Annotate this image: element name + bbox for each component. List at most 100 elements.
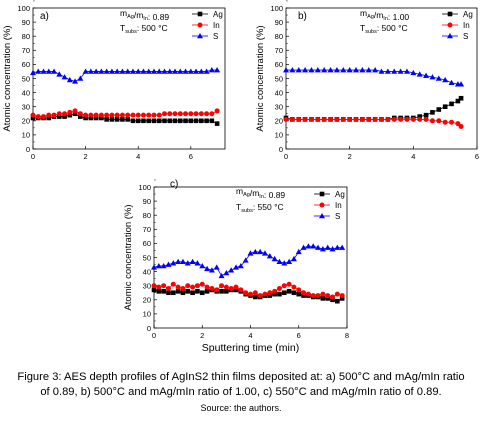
legend-marker-in: [447, 22, 453, 28]
legend: Ag In S: [192, 10, 223, 41]
data-point-s: [289, 67, 296, 73]
data-point-ag: [114, 117, 120, 122]
data-point-in: [214, 108, 220, 114]
data-point-in: [170, 281, 176, 287]
data-point-s: [140, 68, 147, 74]
data-point-ag: [167, 118, 173, 124]
data-point-ag: [214, 121, 220, 126]
data-point-ag: [449, 101, 454, 107]
data-point-s: [145, 68, 152, 74]
series-in: [30, 108, 220, 120]
data-point-s: [93, 68, 100, 74]
data-point-in: [161, 283, 167, 289]
data-point-in: [130, 112, 136, 118]
y-tick-label: 40: [143, 267, 151, 276]
data-point-in: [209, 111, 215, 117]
data-point-ag: [301, 293, 306, 298]
data-point-s: [233, 264, 240, 270]
data-point-s: [315, 244, 322, 250]
data-point-ag: [183, 118, 188, 124]
data-point-s: [397, 68, 404, 74]
data-point-s: [321, 67, 328, 73]
data-point-ag: [141, 118, 146, 124]
data-point-in: [458, 123, 464, 129]
data-point-s: [194, 260, 201, 266]
data-point-s: [310, 243, 317, 249]
data-point-s: [300, 244, 307, 250]
data-point-s: [45, 68, 52, 74]
x-tick-label: 4: [136, 152, 140, 161]
data-point-ag: [219, 289, 224, 294]
data-point-ag: [296, 291, 302, 297]
data-point-ag: [330, 297, 335, 303]
data-point-in: [429, 118, 435, 124]
data-point-in: [183, 111, 189, 117]
data-point-ag: [83, 115, 88, 121]
y-tick-label: 40: [22, 88, 30, 97]
data-point-s: [198, 68, 205, 74]
data-point-ag: [199, 118, 204, 124]
data-point-in: [391, 116, 397, 122]
data-point-s: [182, 68, 189, 74]
series-ag: [30, 111, 220, 126]
data-point-ag: [190, 290, 195, 296]
data-point-s: [271, 255, 278, 262]
data-point-in: [252, 290, 258, 296]
data-point-s: [266, 253, 273, 259]
data-point-in: [410, 116, 416, 122]
data-point-s: [170, 260, 177, 266]
data-point-s: [66, 76, 73, 83]
y-tick-label: 10: [143, 310, 151, 319]
data-point-in: [449, 119, 455, 125]
data-point-in: [283, 116, 289, 122]
chart-panel-c: 0 10 20 30 40 50 60 70 80 90 100 0 2 4 6 8 Atomic concen…: [123, 179, 349, 354]
data-point-s: [61, 74, 68, 80]
data-point-ag: [156, 289, 162, 294]
y-tick-label: 20: [22, 117, 30, 126]
data-point-s: [247, 250, 254, 256]
data-point-ag: [109, 117, 115, 122]
data-point-in: [41, 114, 47, 120]
data-point-s: [327, 67, 334, 73]
data-point-in: [77, 111, 83, 117]
data-point-in: [340, 116, 346, 122]
y-tick-label: 70: [143, 225, 151, 234]
y-tick-label: 30: [143, 282, 151, 291]
data-point-ag: [320, 296, 326, 301]
panel-label: b): [298, 11, 307, 22]
series-s: [283, 67, 465, 87]
data-point-s: [435, 75, 442, 81]
data-point-ag: [199, 290, 205, 296]
data-point-in: [339, 293, 345, 299]
ratio-annotation: mAg/mIn: 1.00: [360, 8, 409, 22]
data-point-s: [199, 262, 206, 269]
data-point-in: [267, 290, 273, 296]
data-point-s: [82, 68, 89, 74]
data-point-s: [184, 260, 191, 266]
y-tick-label: 80: [275, 32, 283, 41]
data-point-in: [209, 286, 215, 292]
data-point-in: [175, 284, 181, 290]
chart-panel-b: 0 10 20 30 40 50 60 70 80 90 100 0 2 4 6 Atomic concent…: [255, 0, 479, 161]
y-tick-label: 100: [17, 4, 30, 13]
data-point-s: [242, 257, 249, 263]
data-point-ag: [430, 110, 435, 115]
data-point-s: [114, 68, 121, 74]
figure-caption-line-2: of 0.89, b) 500°C and mAg/mIn ratio of 1…: [40, 386, 442, 398]
y-tick-label: 0: [26, 145, 30, 154]
data-point-ag: [291, 290, 297, 296]
data-point-s: [87, 68, 94, 74]
x-tick-label: 0: [152, 331, 156, 340]
y-tick-label: 80: [143, 211, 151, 220]
data-point-in: [193, 111, 199, 117]
data-point-s: [353, 67, 360, 73]
ratio-annotation: mAg/mIn: 0.89: [120, 8, 169, 22]
data-point-s: [458, 81, 465, 87]
data-point-in: [177, 111, 183, 117]
legend-marker-ag: [447, 11, 453, 17]
data-point-ag: [72, 111, 78, 117]
data-point-ag: [204, 289, 210, 294]
data-point-in: [167, 111, 173, 117]
x-tick-label: 6: [189, 152, 193, 161]
data-point-ag: [193, 118, 199, 124]
